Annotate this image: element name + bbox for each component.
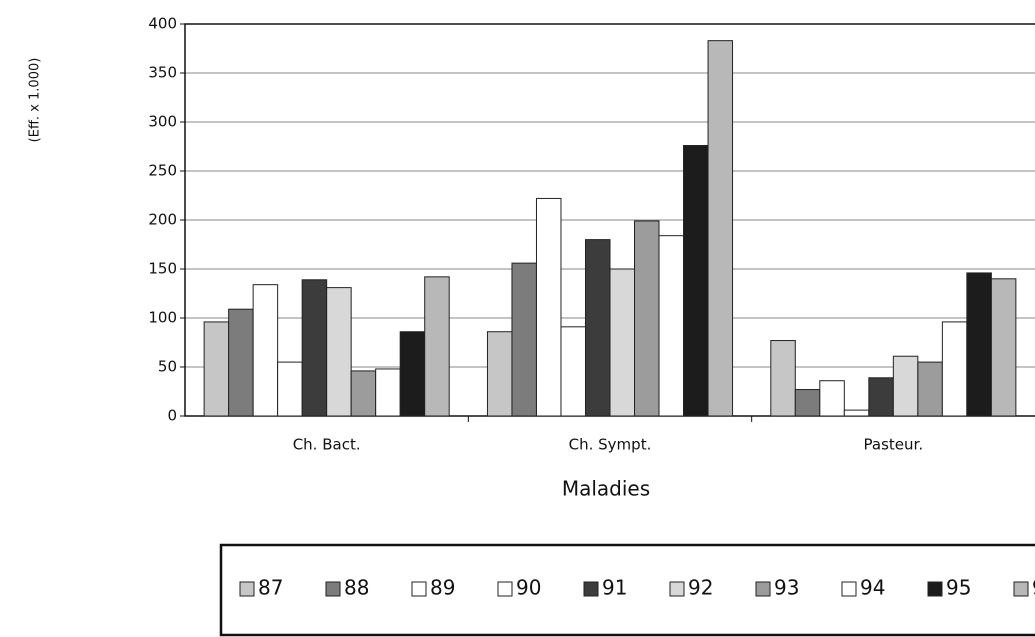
- bar: [917, 361, 943, 417]
- legend-swatch: [239, 581, 255, 597]
- legend-box: [219, 543, 1035, 637]
- legend-label: 91: [602, 576, 627, 600]
- bar: [707, 40, 734, 417]
- legend-swatch: [325, 581, 341, 597]
- bar: [511, 262, 537, 417]
- y-tick-label: 150: [148, 260, 177, 278]
- legend-swatch: [841, 581, 857, 597]
- legend-label: 90: [516, 576, 541, 600]
- legend-label: 87: [258, 576, 283, 600]
- legend-swatch: [927, 581, 943, 597]
- y-tick-label: 300: [148, 113, 177, 131]
- bar: [819, 380, 845, 417]
- legend-label: 88: [344, 576, 369, 600]
- legend-swatch: [497, 581, 513, 597]
- legend-label: 93: [774, 576, 799, 600]
- bar: [990, 278, 1017, 417]
- bar: [424, 276, 450, 417]
- bar: [609, 268, 636, 417]
- bar: [203, 321, 230, 417]
- bar: [560, 326, 586, 417]
- bar: [941, 321, 968, 417]
- bar: [868, 377, 894, 417]
- x-tick-label: Ch. Sympt.: [569, 436, 652, 454]
- bar: [634, 220, 660, 417]
- bar: [277, 361, 303, 417]
- bar: [486, 331, 513, 417]
- bar: [252, 284, 279, 417]
- bar: [843, 409, 870, 417]
- y-tick-label: 0: [167, 407, 177, 425]
- bar: [683, 145, 709, 417]
- y-tick-label: 400: [148, 15, 177, 33]
- x-axis-title: Maladies: [562, 477, 650, 501]
- bar: [301, 279, 328, 417]
- legend-label: 96: [1032, 576, 1035, 600]
- bar: [399, 331, 426, 417]
- legend-swatch: [1013, 581, 1029, 597]
- y-tick-label: 100: [148, 309, 177, 327]
- legend-swatch: [583, 581, 599, 597]
- bar: [892, 355, 919, 417]
- y-tick-label: 250: [148, 162, 177, 180]
- y-tick-label: 200: [148, 211, 177, 229]
- legend-label: 95: [946, 576, 971, 600]
- bar: [794, 389, 821, 417]
- bar: [584, 239, 611, 417]
- y-tick-label: 50: [158, 358, 177, 376]
- bar: [966, 272, 992, 417]
- y-axis-title: (Eff. x 1.000): [28, 58, 43, 143]
- legend-swatch: [669, 581, 685, 597]
- bar: [228, 308, 254, 417]
- bar: [326, 287, 352, 417]
- y-tick-label: 350: [148, 64, 177, 82]
- bar: [350, 370, 377, 417]
- bar: [658, 235, 685, 417]
- legend-label: 94: [860, 576, 885, 600]
- legend-swatch: [411, 581, 427, 597]
- x-tick-label: Ch. Bact.: [293, 436, 361, 454]
- bar: [375, 368, 401, 417]
- legend-label: 89: [430, 576, 455, 600]
- legend-swatch: [755, 581, 771, 597]
- x-tick-label: Pasteur.: [864, 436, 924, 454]
- bar: [535, 197, 562, 417]
- legend-label: 92: [688, 576, 713, 600]
- bar: [770, 340, 796, 417]
